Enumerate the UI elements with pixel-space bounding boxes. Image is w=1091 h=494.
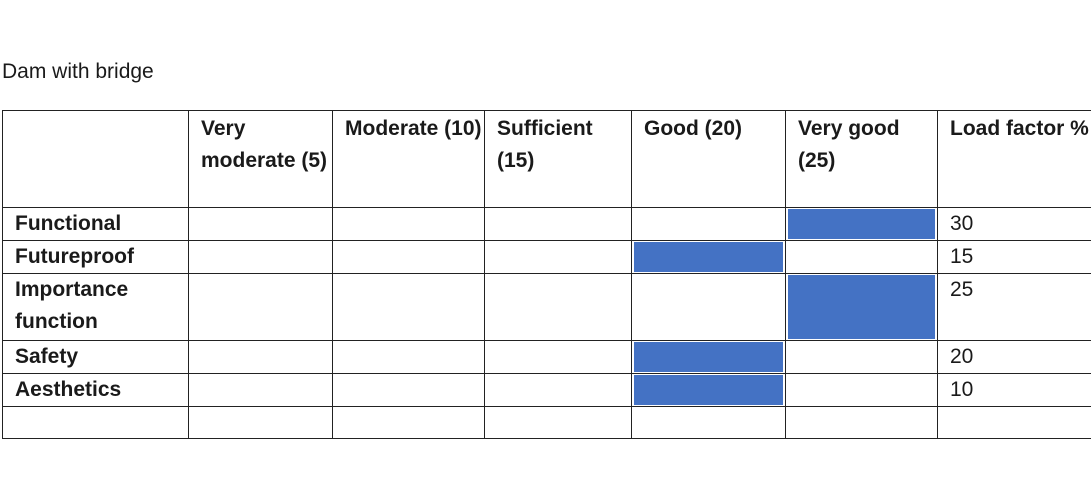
criterion-aesthetics: Aesthetics [2,373,189,407]
load-factor-value: 10 [937,373,1091,407]
load-factor-value: 15 [937,240,1091,274]
cell-good [631,406,786,439]
cell-moderate [332,340,485,374]
table-row: Safety 20 [2,340,1091,374]
table-row: Aesthetics 10 [2,373,1091,407]
cell-very-good [785,240,938,274]
cell-moderate [332,406,485,439]
criterion-functional: Functional [2,207,189,241]
cell-good [631,373,786,407]
cell-very-good [785,406,938,439]
rating-mark [634,342,783,372]
cell-sufficient [484,240,632,274]
criterion-empty [2,406,189,439]
header-moderate: Moderate (10) [332,110,485,208]
cell-very-good [785,273,938,341]
cell-very-moderate [188,373,333,407]
rating-mark [788,275,935,339]
table-row: Futureproof 15 [2,240,1091,274]
rating-mark [634,242,783,272]
cell-sufficient [484,373,632,407]
cell-very-good [785,207,938,241]
cell-good [631,273,786,341]
cell-very-moderate [188,240,333,274]
table-row: Functional 30 [2,207,1091,241]
cell-moderate [332,240,485,274]
header-very-moderate: Very moderate (5) [188,110,333,208]
load-factor-value: 30 [937,207,1091,241]
cell-sufficient [484,406,632,439]
header-very-good: Very good (25) [785,110,938,208]
cell-very-good [785,373,938,407]
table-row: Importance function 25 [2,273,1091,341]
header-load-factor: Load factor % [937,110,1091,208]
header-row: Very moderate (5) Moderate (10) Sufficie… [2,110,1091,208]
header-good: Good (20) [631,110,786,208]
cell-sufficient [484,273,632,341]
cell-very-good [785,340,938,374]
cell-very-moderate [188,273,333,341]
cell-sufficient [484,207,632,241]
cell-very-moderate [188,406,333,439]
cell-good [631,340,786,374]
criterion-importance-function: Importance function [2,273,189,341]
load-factor-value: 20 [937,340,1091,374]
cell-very-moderate [188,207,333,241]
criterion-safety: Safety [2,340,189,374]
document-title: Dam with bridge [2,60,154,83]
cell-good [631,240,786,274]
rating-mark [788,209,935,239]
cell-very-moderate [188,340,333,374]
cell-moderate [332,207,485,241]
table-row [2,406,1091,439]
header-sufficient: Sufficient (15) [484,110,632,208]
cell-moderate [332,373,485,407]
cell-good [631,207,786,241]
cell-sufficient [484,340,632,374]
load-factor-value [937,406,1091,439]
criterion-futureproof: Futureproof [2,240,189,274]
rating-table: Very moderate (5) Moderate (10) Sufficie… [2,110,1091,439]
header-criterion [2,110,189,208]
rating-mark [634,375,783,405]
load-factor-value: 25 [937,273,1091,341]
cell-moderate [332,273,485,341]
